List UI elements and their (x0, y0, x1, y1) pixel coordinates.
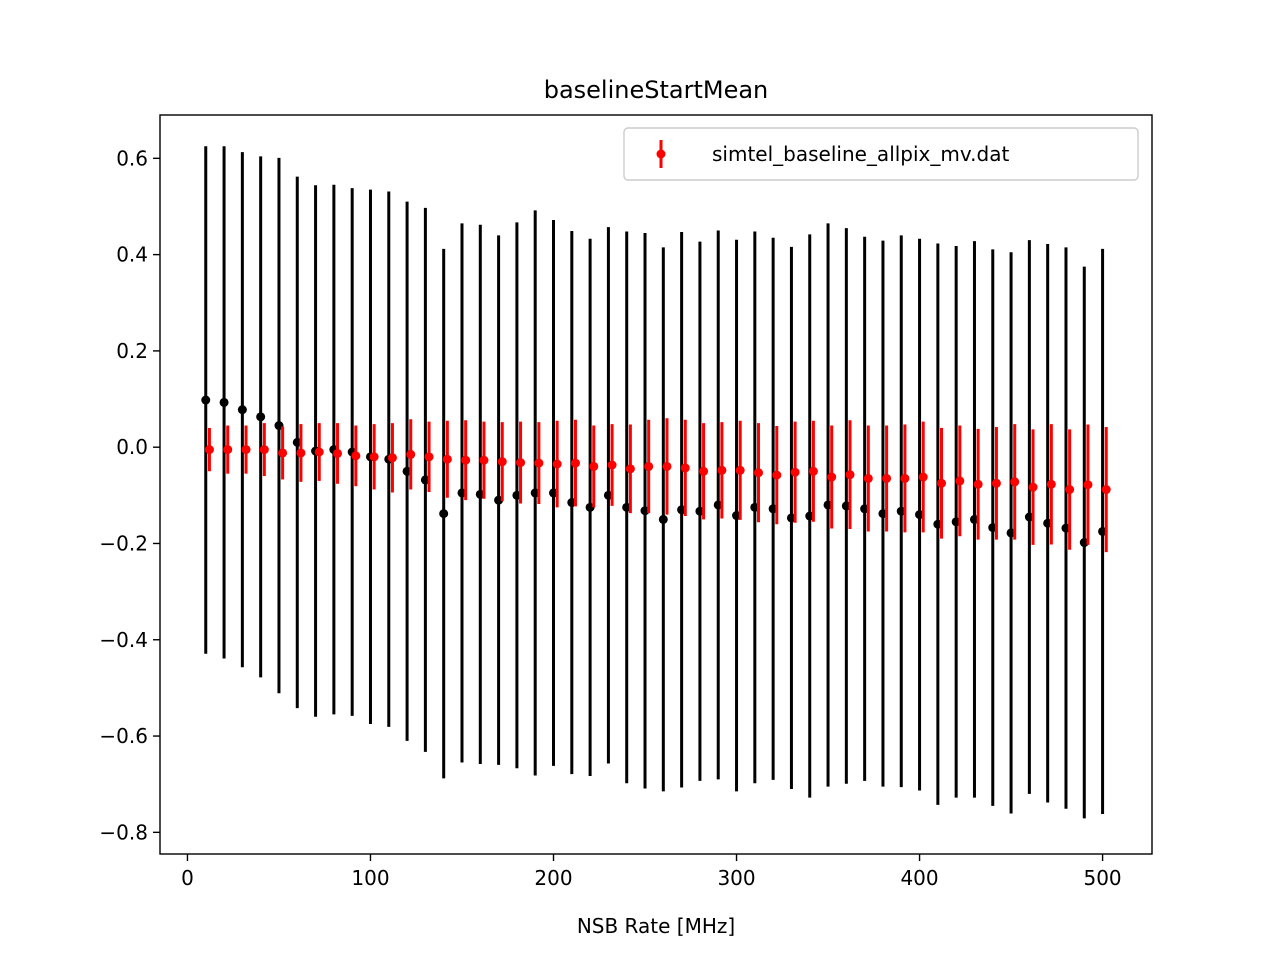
data-point (1028, 482, 1038, 492)
y-tick-label: −0.6 (99, 724, 148, 748)
y-tick-label: 0.2 (116, 339, 148, 363)
data-point (219, 397, 229, 407)
y-axis: 0.6 0.4 0.2 0.0 −0.2 −0.4 −0.6 −0.8 (99, 146, 160, 844)
data-point (900, 473, 910, 483)
data-point (658, 514, 668, 524)
data-point (699, 466, 709, 476)
data-point (223, 445, 233, 455)
y-tick-label: 0.6 (116, 146, 148, 170)
x-axis: 0 100 200 300 400 500 (181, 854, 1122, 890)
y-tick-label: −0.2 (99, 531, 148, 555)
y-tick-label: −0.4 (99, 628, 148, 652)
plot-frame (159, 114, 1153, 855)
data-point (772, 470, 782, 480)
data-point (589, 461, 599, 471)
data-point (955, 476, 965, 486)
data-point (256, 412, 266, 422)
data-point (278, 448, 288, 458)
data-point (937, 478, 947, 488)
data-point (552, 459, 562, 469)
data-point (296, 448, 306, 458)
data-point (534, 458, 544, 468)
data-point (497, 457, 507, 467)
chart-title: baselineStartMean (544, 76, 769, 104)
data-point (827, 472, 837, 482)
data-point (259, 445, 269, 455)
data-point (882, 473, 892, 483)
data-point (717, 465, 727, 475)
data-point (625, 464, 635, 474)
data-point (735, 465, 745, 475)
legend: simtel_baseline_allpix_mv.dat (623, 127, 1139, 181)
x-tick-label: 100 (351, 866, 389, 890)
data-point (461, 455, 471, 465)
data-point (790, 467, 800, 477)
x-tick-label: 500 (1083, 866, 1121, 890)
data-point (314, 447, 324, 457)
x-tick-label: 200 (534, 866, 572, 890)
data-point (644, 461, 654, 471)
legend-box (623, 127, 1139, 181)
series-layer (201, 146, 1111, 819)
data-point (201, 395, 211, 405)
data-point (808, 466, 818, 476)
series-1 (204, 418, 1111, 553)
data-point (570, 458, 580, 468)
x-tick-label: 300 (717, 866, 755, 890)
data-point (680, 463, 690, 473)
y-tick-label: 0.0 (116, 435, 148, 459)
data-point (351, 451, 361, 461)
x-tick-label: 0 (181, 866, 194, 890)
data-point (845, 470, 855, 480)
data-point (204, 445, 214, 455)
y-tick-label: 0.4 (116, 243, 148, 267)
data-point (516, 458, 526, 468)
data-point (1046, 479, 1056, 489)
data-point (439, 509, 449, 519)
x-axis-label: NSB Rate [MHz] (577, 914, 735, 938)
data-point (918, 472, 928, 482)
data-point (442, 454, 452, 464)
data-point (1083, 480, 1093, 490)
data-point (753, 468, 763, 478)
legend-marker-point (656, 149, 666, 159)
data-point (424, 452, 434, 462)
data-point (1010, 477, 1020, 487)
data-point (973, 479, 983, 489)
y-tick-label: −0.8 (99, 820, 148, 844)
x-tick-label: 400 (900, 866, 938, 890)
data-point (1101, 485, 1111, 495)
data-point (369, 452, 379, 462)
data-point (991, 478, 1001, 488)
legend-label: simtel_baseline_allpix_mv.dat (712, 142, 1009, 166)
data-point (237, 405, 247, 415)
data-point (241, 445, 251, 455)
data-point (479, 455, 489, 465)
data-point (1065, 485, 1075, 495)
data-point (333, 448, 343, 458)
data-point (406, 449, 416, 459)
data-point (607, 460, 617, 470)
data-point (387, 453, 397, 463)
data-point (863, 473, 873, 483)
series-0 (201, 146, 1108, 819)
data-point (662, 461, 672, 471)
